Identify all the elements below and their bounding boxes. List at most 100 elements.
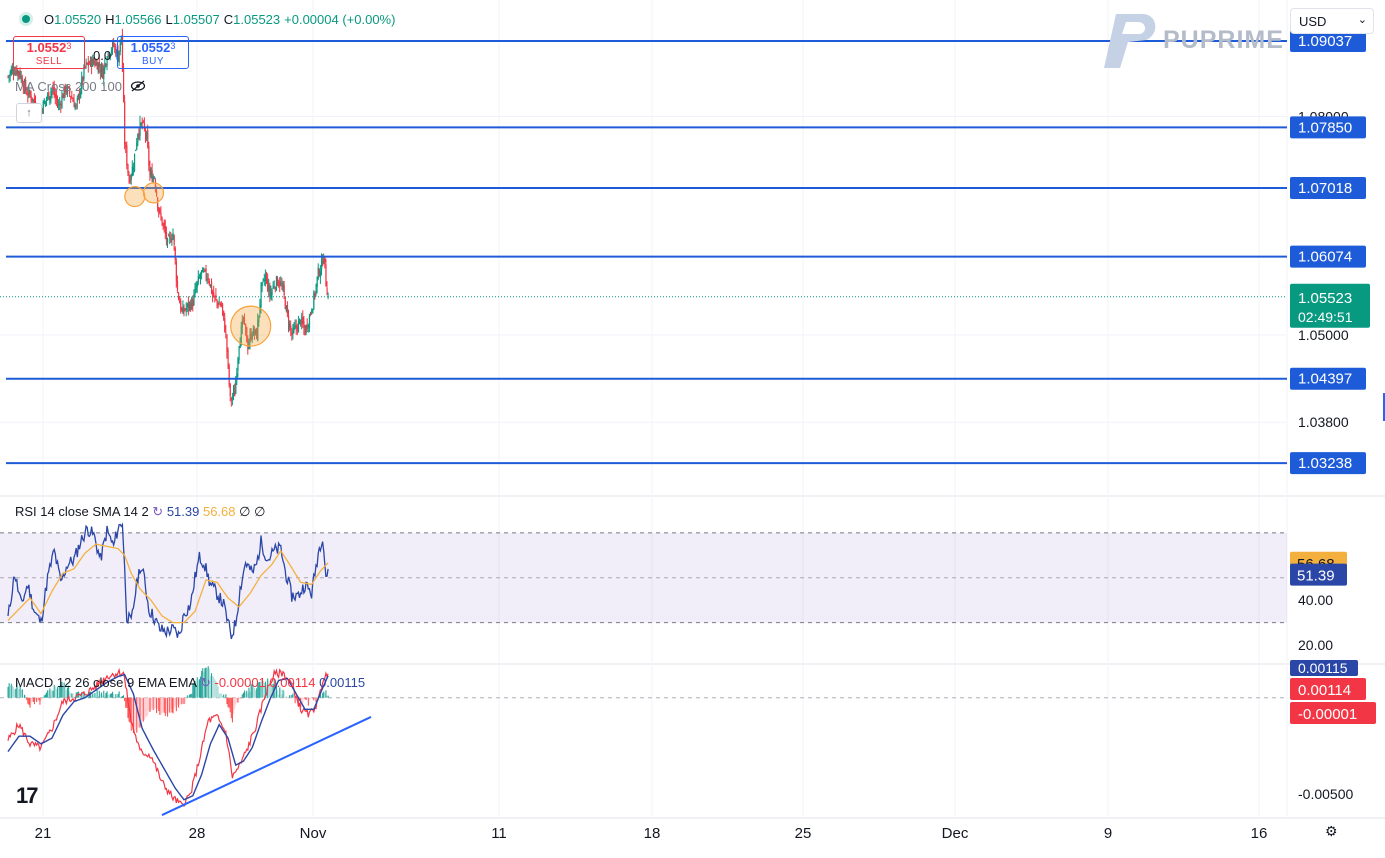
macd-histogram-bar — [116, 696, 118, 698]
macd-histogram-bar — [238, 697, 240, 699]
candle-body — [321, 260, 323, 271]
settings-icon[interactable]: ⚙ — [1325, 823, 1338, 839]
macd-histogram-bar — [11, 685, 13, 698]
macd-histogram-bar — [209, 676, 211, 698]
macd-histogram-bar — [252, 686, 254, 698]
macd-histogram-bar — [10, 683, 12, 698]
currency-select[interactable]: USD ⌄ — [1290, 8, 1374, 34]
rsi-legend-part: RSI 14 close SMA 14 2 — [15, 504, 149, 519]
candle-body — [88, 63, 91, 65]
candle-body — [8, 75, 10, 77]
candle-body — [93, 60, 95, 64]
ohlc-key: L — [165, 12, 173, 27]
macd-histogram-bar — [60, 684, 62, 698]
collapse-legend-button[interactable]: ↑ — [16, 103, 42, 123]
candle-body — [214, 295, 216, 297]
candle-body — [280, 283, 282, 285]
macd-histogram-bar — [253, 688, 255, 698]
macd-histogram-bar — [278, 694, 280, 698]
candle-body — [207, 278, 209, 280]
macd-histogram-bar — [91, 694, 93, 698]
macd-histogram-bar — [114, 696, 116, 698]
macd-histogram-bar — [27, 697, 29, 704]
rsi-value: 51.39 — [1297, 568, 1335, 585]
macd-histogram-bar — [204, 668, 206, 698]
macd-histogram-bar — [310, 697, 312, 699]
macd-histogram-bar — [268, 680, 270, 698]
candle-body — [135, 149, 137, 151]
candle-body — [247, 340, 249, 350]
candle-body — [246, 327, 248, 343]
candle-body — [295, 325, 297, 329]
candle-body — [123, 69, 125, 101]
candle-body — [99, 69, 102, 73]
macd-histogram-bar — [123, 695, 125, 698]
macd-histogram-bar — [167, 697, 169, 717]
candle-body — [288, 315, 290, 326]
candle-body — [284, 297, 286, 309]
candle-body — [41, 109, 43, 112]
macd-histogram-bar — [187, 695, 189, 698]
candle-body — [301, 317, 303, 324]
candle-body — [91, 59, 93, 68]
candle-body — [68, 86, 70, 88]
candle-body — [10, 69, 12, 75]
macd-histogram-bar — [63, 682, 65, 698]
macd-histogram-bar — [58, 687, 60, 698]
macd-histogram-bar — [234, 697, 236, 710]
candle-body — [311, 311, 313, 313]
macd-histogram-bar — [220, 693, 222, 698]
macd-histogram-bar — [157, 697, 159, 710]
macd-histogram-bar — [62, 686, 64, 698]
macd-histogram-bar — [202, 668, 204, 698]
buy-button[interactable]: 1.05523 BUY — [117, 36, 189, 69]
indicator-legend[interactable]: MA Cross 200 100 — [15, 79, 146, 94]
tradingview-logo-icon[interactable]: 17 — [16, 783, 39, 808]
level-label: 1.07850 — [1298, 119, 1352, 136]
candle-body — [322, 260, 324, 266]
candle-body — [193, 294, 195, 305]
macd-histogram-bar — [226, 697, 228, 705]
macd-histogram-bar — [250, 684, 252, 698]
macd-histogram-bar — [42, 697, 44, 698]
macd-histogram-bar — [127, 697, 129, 718]
candle-body — [228, 364, 230, 385]
candle-body — [119, 39, 121, 52]
candle-body — [44, 100, 47, 102]
time-axis-label: 9 — [1104, 825, 1112, 842]
candle-body — [72, 100, 74, 102]
candle-body — [205, 268, 207, 278]
candle-body — [324, 256, 326, 263]
sell-button[interactable]: 1.05523 SELL — [13, 36, 85, 69]
macd-histogram-bar — [237, 697, 239, 703]
macd-histogram-bar — [323, 691, 325, 698]
candle-body — [137, 133, 139, 143]
candle-body — [282, 285, 284, 288]
macd-histogram-bar — [257, 683, 259, 698]
macd-histogram-bar — [235, 697, 237, 705]
candle-body — [103, 66, 105, 80]
rsi-legend-part: 56.68 — [199, 504, 235, 519]
candle-body — [270, 292, 272, 299]
candle-body — [281, 284, 283, 287]
candle-body — [266, 277, 268, 279]
macd-histogram-bar — [57, 687, 59, 698]
macd-histogram-bar — [307, 697, 309, 706]
rsi-legend-part: 51.39 — [167, 504, 200, 519]
macd-histogram-bar — [211, 673, 213, 698]
macd-histogram-bar — [33, 697, 35, 705]
macd-histogram-bar — [92, 693, 94, 698]
candle-body — [70, 96, 72, 98]
macd-histogram-bar — [149, 697, 151, 713]
candle-body — [185, 308, 187, 311]
candle-body — [222, 303, 224, 312]
macd-histogram-bar — [107, 694, 109, 698]
candle-body — [197, 276, 199, 283]
macd-histogram-bar — [113, 693, 115, 698]
macd-histogram-bar — [178, 697, 180, 708]
macd-histogram-bar — [29, 697, 31, 708]
candle-body — [149, 166, 151, 176]
macd-histogram-bar — [184, 697, 186, 704]
eye-hidden-icon[interactable] — [130, 80, 146, 92]
